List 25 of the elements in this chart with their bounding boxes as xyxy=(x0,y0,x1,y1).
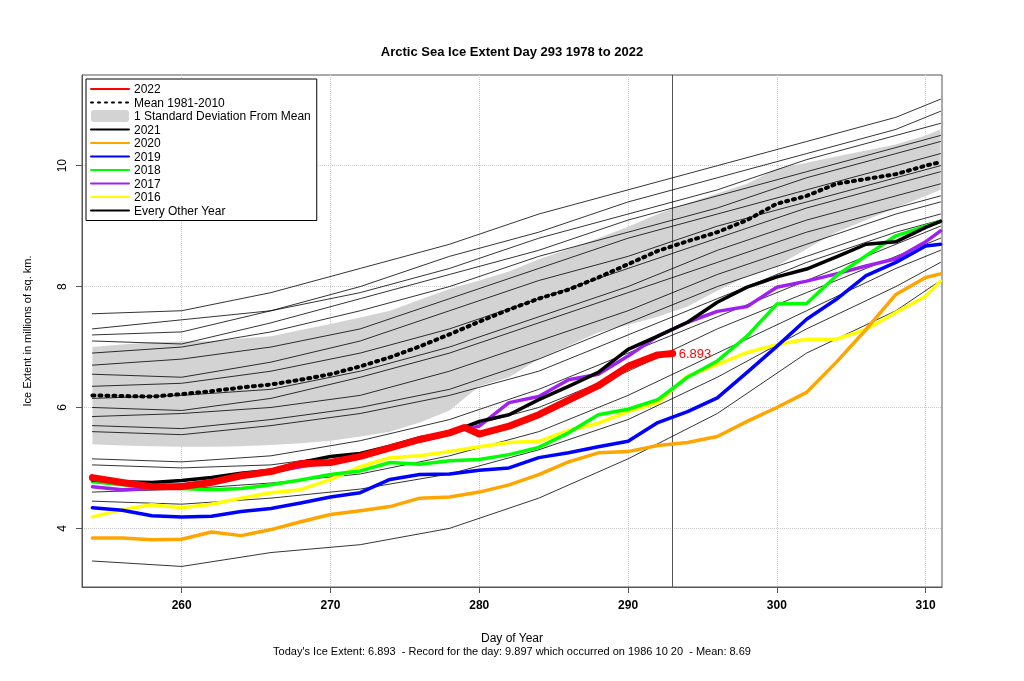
y-tick-label: 10 xyxy=(55,158,69,173)
x-tick-label: 290 xyxy=(618,598,639,612)
x-tick-label: 310 xyxy=(915,598,936,612)
legend-label: 2018 xyxy=(134,163,162,177)
x-tick-label: 280 xyxy=(469,598,490,612)
x-tick-label: 260 xyxy=(171,598,193,612)
legend-label: 2016 xyxy=(134,190,162,204)
legend-label: 1 Standard Deviation From Mean xyxy=(134,109,311,123)
y-tick-label: 8 xyxy=(55,282,69,290)
legend-label: Every Other Year xyxy=(134,203,226,218)
y-axis-title: Ice Extent in millions of sq. km. xyxy=(20,255,33,407)
legend-label: 2022 xyxy=(134,82,162,96)
x-tick-label: 300 xyxy=(766,598,788,612)
x-axis-title: Day of Year xyxy=(480,631,544,645)
legend-label: 2017 xyxy=(134,176,162,191)
legend-label: Mean 1981-2010 xyxy=(134,95,226,110)
text: Today's Ice Extent: 6.893 - Record for the day: 9.897 which occurred on 1986 10 20 - Mean: 8.69 xyxy=(273,644,751,657)
legend-label: 2020 xyxy=(134,136,162,150)
chart-title: Arctic Sea Ice Extent Day 293 1978 to 2022 xyxy=(380,44,644,59)
y-tick-label: 6 xyxy=(55,403,69,411)
x-tick-label: 270 xyxy=(320,598,341,612)
legend-label: 2021 xyxy=(134,122,162,137)
data-label: 6.893 xyxy=(678,345,712,361)
legend-label: 2019 xyxy=(134,149,162,164)
y-tick-label: 4 xyxy=(55,524,69,532)
